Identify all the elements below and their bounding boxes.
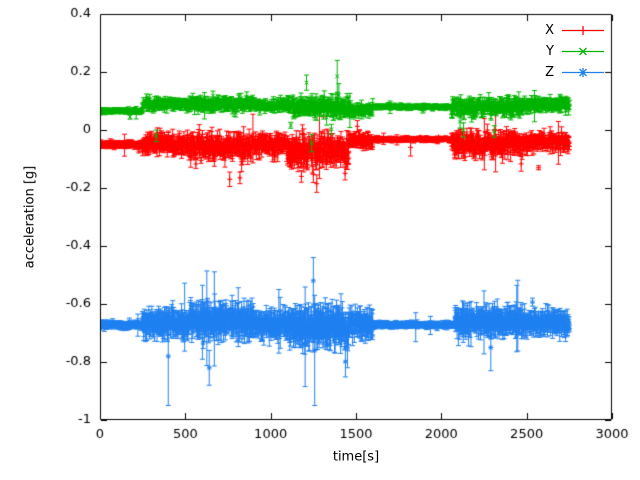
legend-label: Y: [546, 44, 554, 59]
legend-marker-sample-icon: [562, 68, 604, 77]
legend-item-x: X: [545, 20, 604, 41]
y-axis-label: acceleration [g]: [22, 165, 38, 269]
legend-marker-sample-icon: [562, 47, 604, 56]
legend-label: Z: [545, 65, 554, 80]
legend-item-y: Y: [545, 41, 604, 62]
legend-item-z: Z: [545, 62, 604, 83]
legend-label: X: [545, 23, 554, 38]
legend-marker-sample-icon: [562, 26, 604, 35]
x-axis-label: time[s]: [332, 449, 380, 465]
